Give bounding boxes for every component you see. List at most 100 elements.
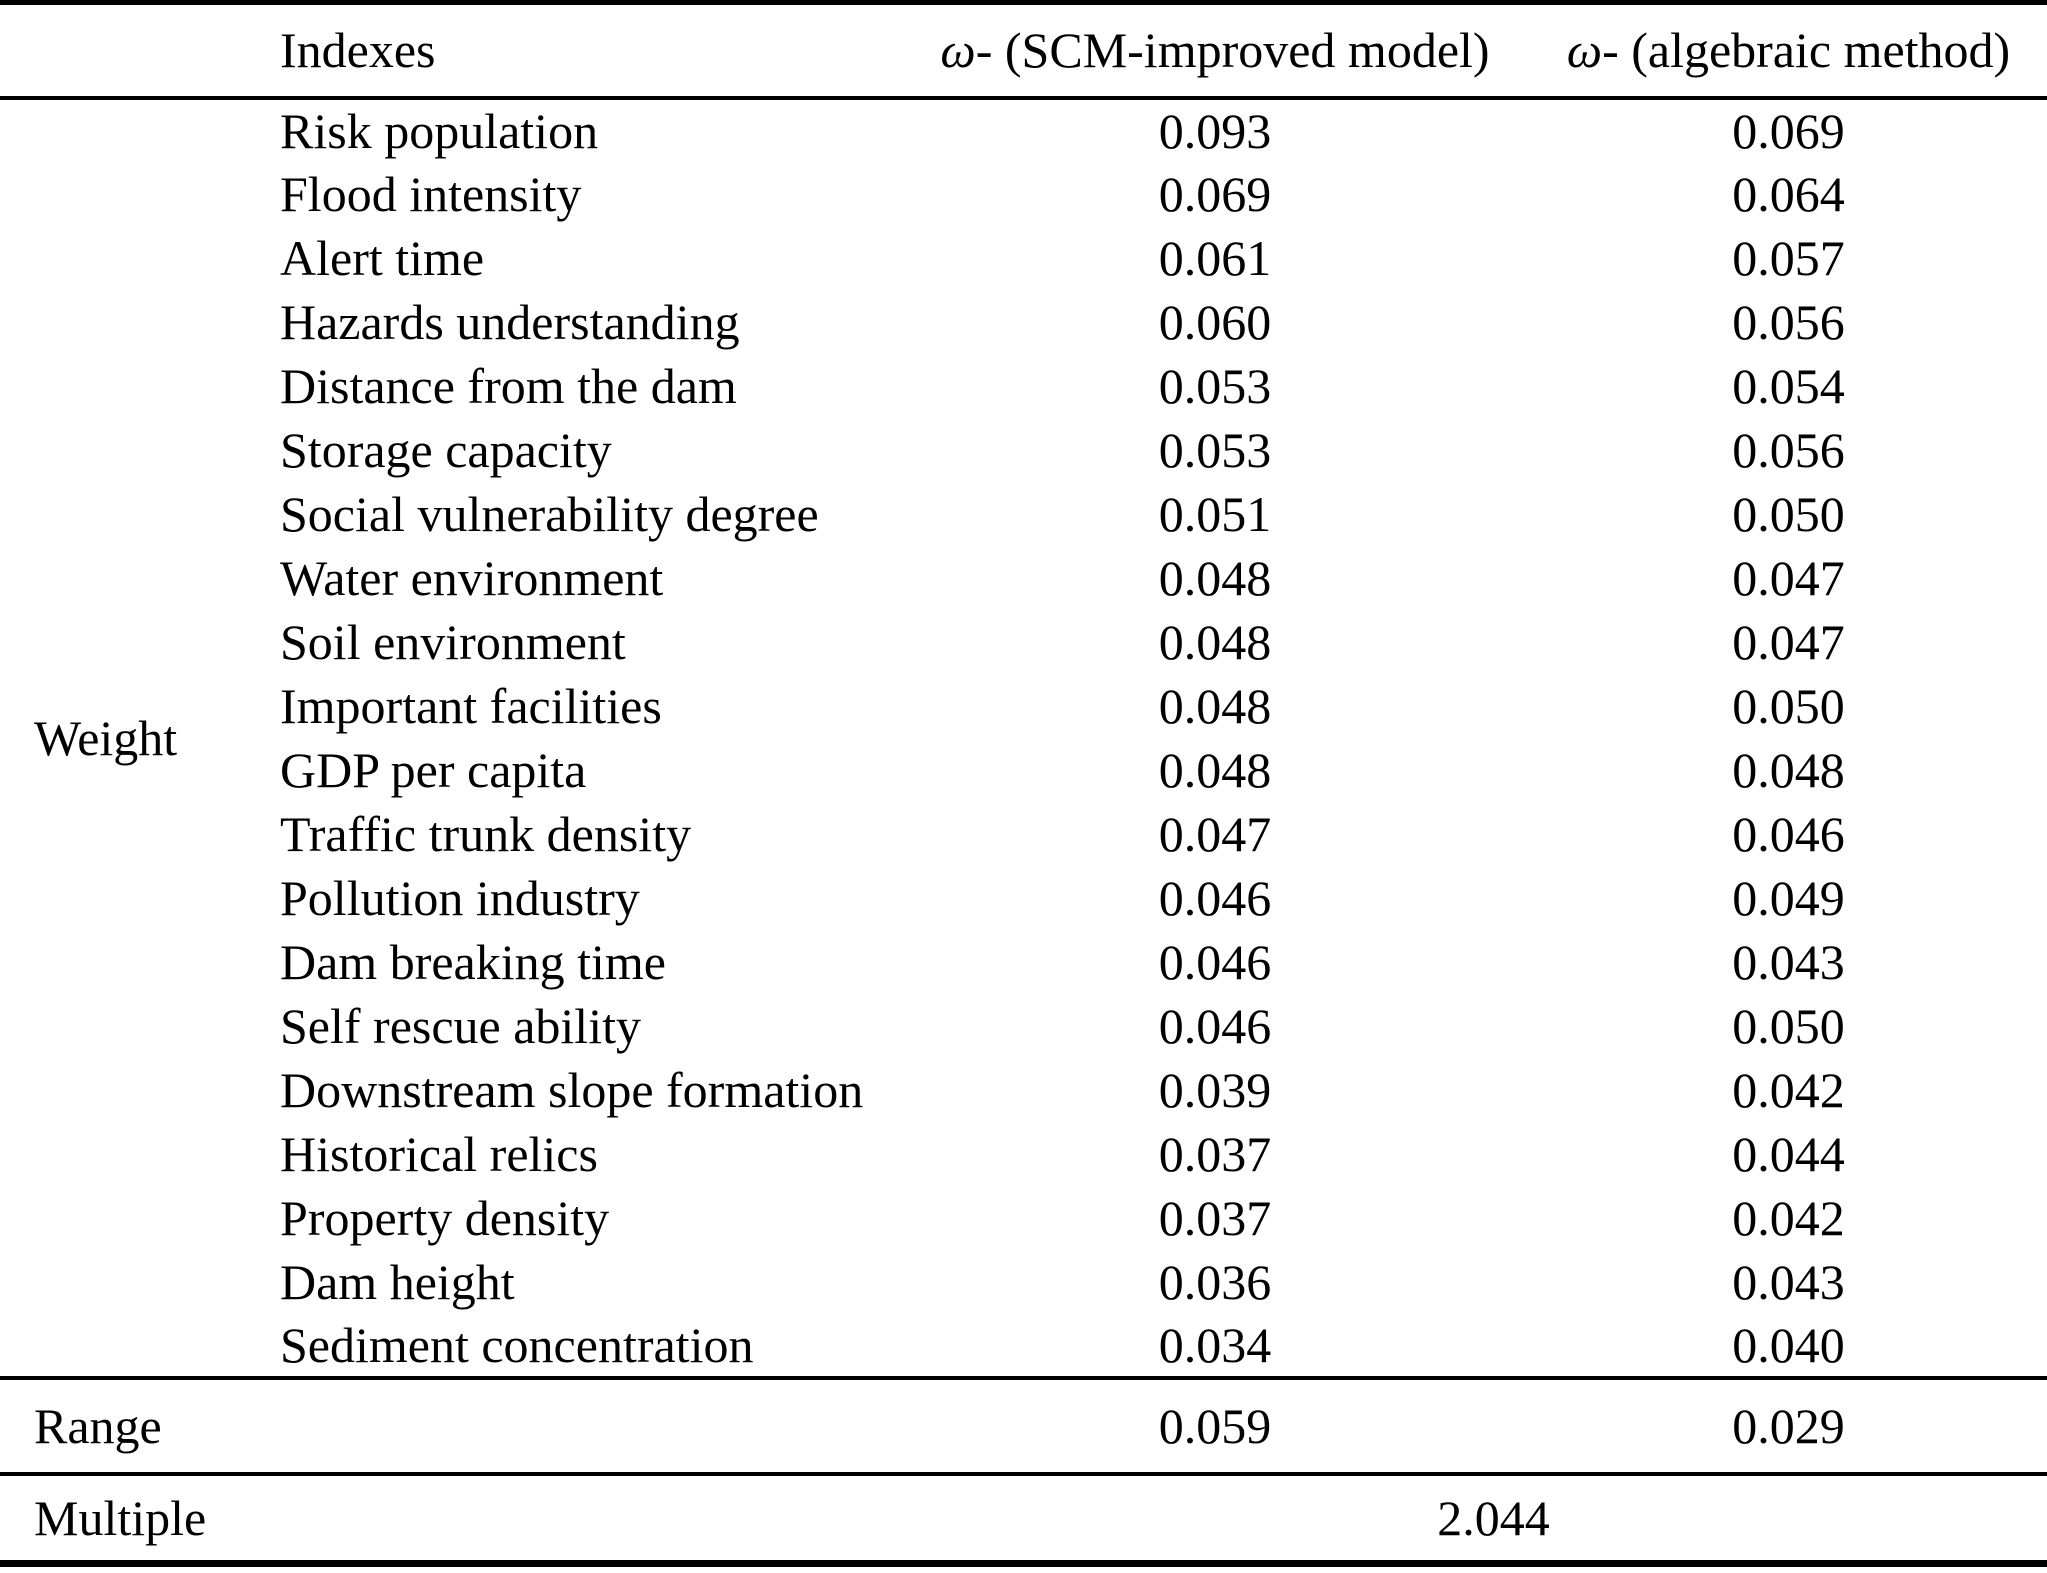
index-label: Pollution industry	[280, 869, 640, 926]
header-scm-model: ω- (SCM-improved model)	[940, 2, 1490, 100]
table-row: Alert time 0.061 0.057	[0, 226, 2047, 290]
table-row: Sediment concentration 0.034 0.040	[0, 1314, 2047, 1378]
range-scm-value: 0.059	[940, 1375, 1490, 1474]
index-label: Alert time	[280, 229, 485, 286]
scm-weight-value: 0.060	[1158, 293, 1272, 350]
algebraic-weight-value: 0.046	[1732, 805, 1845, 862]
range-row: Range 0.059 0.029	[0, 1375, 2047, 1474]
algebraic-weight-value: 0.043	[1732, 1253, 1845, 1310]
range-algebraic-value: 0.029	[1490, 1375, 2047, 1474]
header-indexes: Indexes	[240, 2, 940, 100]
index-label: Social vulnerability degree	[280, 485, 819, 542]
algebraic-weight-value: 0.044	[1732, 1125, 1845, 1182]
table-row: GDP per capita 0.048 0.048	[0, 738, 2047, 802]
scm-weight-value: 0.069	[1158, 165, 1272, 222]
algebraic-weight-value: 0.057	[1732, 229, 1845, 286]
table-row: Dam breaking time 0.046 0.043	[0, 930, 2047, 994]
index-label: Hazards understanding	[280, 293, 740, 350]
table-row: Self rescue ability 0.046 0.050	[0, 994, 2047, 1058]
index-label: Property density	[280, 1189, 610, 1246]
table-row: Social vulnerability degree 0.051 0.050	[0, 482, 2047, 546]
algebraic-weight-value: 0.050	[1732, 677, 1845, 734]
algebraic-weight-value: 0.056	[1732, 293, 1845, 350]
header-algebraic-method: ω- (algebraic method)	[1490, 2, 2047, 100]
index-label: Water environment	[280, 549, 664, 606]
header-row: Indexes ω- (SCM-improved model) ω- (alge…	[0, 2, 2047, 100]
algebraic-weight-value: 0.047	[1732, 613, 1845, 670]
scm-weight-value: 0.047	[1158, 805, 1272, 862]
index-label: GDP per capita	[280, 741, 587, 798]
table-row: Soil environment 0.048 0.047	[0, 610, 2047, 674]
scm-weight-value: 0.046	[1158, 869, 1272, 926]
scm-weight-value: 0.036	[1158, 1253, 1272, 1310]
algebraic-weight-value: 0.050	[1732, 485, 1845, 542]
index-label: Dam height	[280, 1253, 515, 1310]
table-row: Flood intensity 0.069 0.064	[0, 162, 2047, 226]
scm-weight-value: 0.048	[1158, 741, 1272, 798]
algebraic-weight-value: 0.049	[1732, 869, 1845, 926]
scm-weight-value: 0.034	[1158, 1316, 1272, 1373]
table-row: Traffic trunk density 0.047 0.046	[0, 802, 2047, 866]
table-row: Storage capacity 0.053 0.056	[0, 418, 2047, 482]
index-label: Flood intensity	[280, 165, 582, 222]
table-row: Dam height 0.036 0.043	[0, 1250, 2047, 1314]
index-label: Dam breaking time	[280, 933, 666, 990]
index-label: Downstream slope formation	[280, 1061, 864, 1118]
algebraic-weight-value: 0.056	[1732, 421, 1845, 478]
algebraic-weight-value: 0.069	[1732, 102, 1845, 159]
table-row: Downstream slope formation 0.039 0.042	[0, 1058, 2047, 1122]
index-label: Traffic trunk density	[280, 805, 692, 862]
algebraic-weight-value: 0.050	[1732, 997, 1845, 1054]
scm-weight-value: 0.048	[1158, 549, 1272, 606]
table-row: Property density 0.037 0.042	[0, 1186, 2047, 1250]
scm-weight-value: 0.037	[1158, 1125, 1272, 1182]
omega-symbol: ω	[1566, 22, 1603, 79]
scm-weight-value: 0.061	[1158, 229, 1272, 286]
algebraic-weight-value: 0.042	[1732, 1061, 1845, 1118]
scm-weight-value: 0.053	[1158, 357, 1272, 414]
multiple-row: Multiple 2.044	[0, 1471, 2047, 1564]
algebraic-weight-value: 0.043	[1732, 933, 1845, 990]
scm-weight-value: 0.053	[1158, 421, 1272, 478]
table-row: Water environment 0.048 0.047	[0, 546, 2047, 610]
algebraic-weight-value: 0.040	[1732, 1316, 1845, 1373]
range-empty-cell	[240, 1375, 940, 1474]
index-label: Sediment concentration	[280, 1316, 754, 1373]
scm-weight-value: 0.093	[1158, 102, 1272, 159]
index-label: Soil environment	[280, 613, 626, 670]
multiple-value: 2.044	[940, 1471, 2047, 1564]
algebraic-weight-value: 0.064	[1732, 165, 1845, 222]
multiple-label: Multiple	[0, 1471, 240, 1564]
header-empty-cell	[0, 2, 240, 100]
algebraic-weight-value: 0.054	[1732, 357, 1845, 414]
scm-weight-value: 0.051	[1158, 485, 1272, 542]
scm-weight-value: 0.046	[1158, 997, 1272, 1054]
scm-weight-value: 0.046	[1158, 933, 1272, 990]
index-label: Self rescue ability	[280, 997, 641, 1054]
header-scm-text: - (SCM-improved model)	[975, 22, 1490, 79]
algebraic-weight-value: 0.048	[1732, 741, 1845, 798]
scm-weight-value: 0.048	[1158, 613, 1272, 670]
range-label: Range	[0, 1375, 240, 1474]
scm-weight-value: 0.037	[1158, 1189, 1272, 1246]
index-label: Storage capacity	[280, 421, 612, 478]
index-label: Historical relics	[280, 1125, 598, 1182]
index-label: Important facilities	[280, 677, 662, 734]
omega-symbol: ω	[940, 22, 976, 79]
table-row: Weight Risk population 0.093 0.069	[0, 98, 2047, 766]
table-row: Important facilities 0.048 0.050	[0, 674, 2047, 738]
header-algebraic-text: - (algebraic method)	[1602, 22, 2011, 79]
index-label: Risk population	[280, 102, 599, 159]
algebraic-weight-value: 0.042	[1732, 1189, 1845, 1246]
table-row: Historical relics 0.037 0.044	[0, 1122, 2047, 1186]
row-group-label-weight: Weight	[34, 709, 178, 766]
multiple-empty-cell	[240, 1471, 940, 1564]
table-row: Pollution industry 0.046 0.049	[0, 866, 2047, 930]
table-row: Hazards understanding 0.060 0.056	[0, 290, 2047, 354]
algebraic-weight-value: 0.047	[1732, 549, 1845, 606]
index-label: Distance from the dam	[280, 357, 737, 414]
scm-weight-value: 0.048	[1158, 677, 1272, 734]
scm-weight-value: 0.039	[1158, 1061, 1272, 1118]
table-row: Distance from the dam 0.053 0.054	[0, 354, 2047, 418]
